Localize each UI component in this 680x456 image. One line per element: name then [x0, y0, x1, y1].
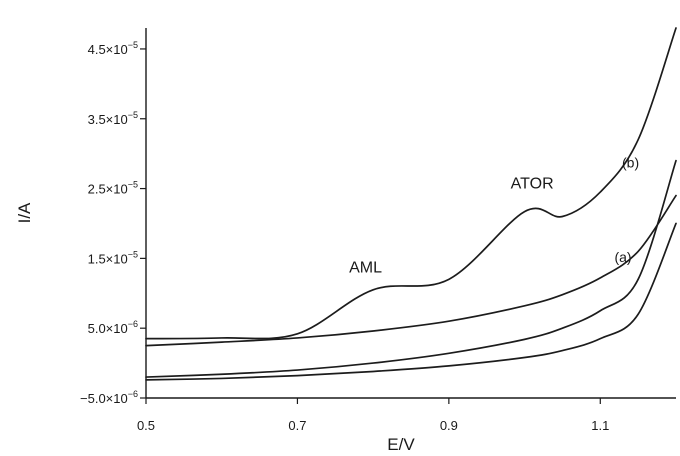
- curves: [145, 27, 677, 381]
- y-tick-label: 1.5×10−5: [88, 249, 138, 266]
- annotation-label: (a): [614, 249, 631, 265]
- series-line-4: [145, 222, 677, 381]
- x-ticks: 0.5 0.7 0.9 1.1: [137, 398, 609, 433]
- x-tick-label: 1.1: [591, 418, 609, 433]
- annotation-label: (b): [622, 155, 639, 171]
- y-tick-label: 3.5×10−5: [88, 110, 138, 127]
- y-tick-label: 4.5×10−5: [88, 40, 138, 57]
- series-line-1: [145, 194, 677, 347]
- x-tick-label: 0.5: [137, 418, 155, 433]
- x-tick-label: 0.7: [288, 418, 306, 433]
- y-axis-title: I/A: [15, 202, 34, 223]
- annotation-label: ATOR: [511, 176, 554, 193]
- x-axis-title: E/V: [387, 435, 415, 454]
- x-tick-label: 0.9: [440, 418, 458, 433]
- y-ticks: −5.0×10−6 5.0×10−6 1.5×10−5 2.5×10−5 3.5×10−…: [80, 40, 146, 406]
- series-line-3: [145, 27, 677, 340]
- y-tick-label: −5.0×10−6: [80, 389, 138, 406]
- annotation-label: AML: [349, 259, 382, 276]
- series-line-2: [145, 159, 677, 378]
- annotations: AML ATOR (b) (a): [349, 155, 639, 277]
- y-tick-label: 2.5×10−5: [88, 180, 138, 197]
- y-tick-label: 5.0×10−6: [88, 319, 138, 336]
